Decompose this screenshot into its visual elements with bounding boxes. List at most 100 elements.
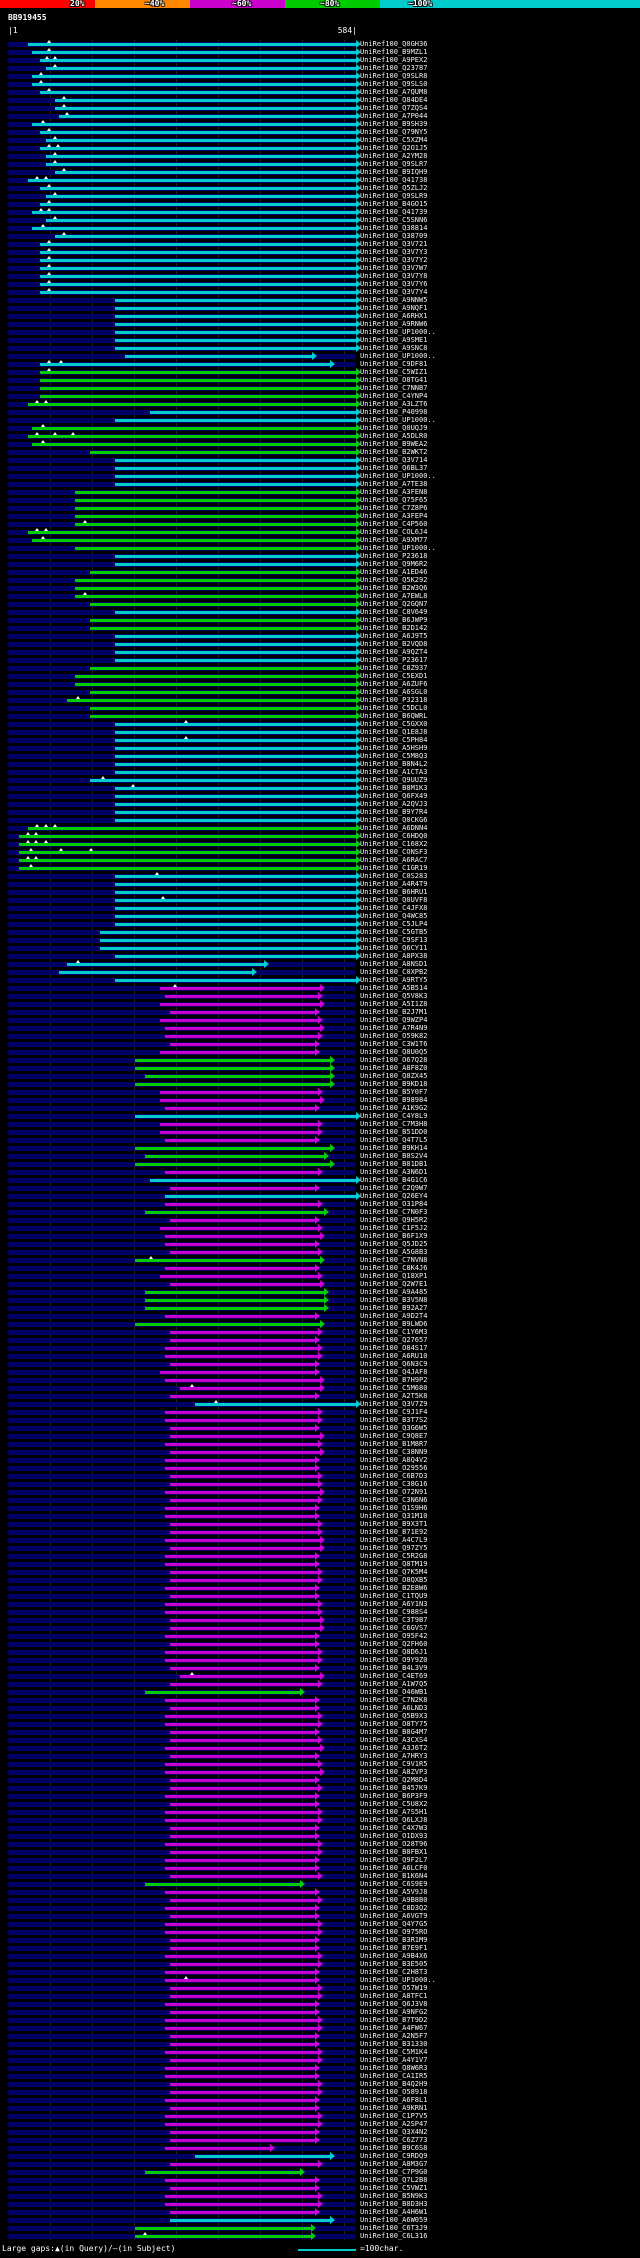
hit-bar[interactable]	[74, 579, 356, 582]
hit-bar[interactable]	[179, 1675, 321, 1678]
hit-bar[interactable]	[99, 931, 356, 934]
hit-row[interactable]: UniRef100_A3FEP4	[0, 512, 640, 520]
hit-row[interactable]: UniRef100_A9QZT4	[0, 648, 640, 656]
hit-row[interactable]: UniRef100_B7E9F1	[0, 1944, 640, 1952]
hit-row[interactable]: UniRef100_B6P3F9	[0, 1792, 640, 1800]
hit-bar[interactable]	[169, 1187, 315, 1190]
hit-row[interactable]: UniRef100_Q7K5M4	[0, 1568, 640, 1576]
hit-bar[interactable]	[164, 1139, 315, 1142]
hit-row[interactable]: UniRef100_P23618	[0, 552, 640, 560]
hit-label[interactable]: UniRef100_C1P7V5	[360, 2112, 428, 2120]
hit-row[interactable]: UniRef100_B8S2V4	[0, 1152, 640, 1160]
hit-label[interactable]: UniRef100_A6VGT9	[360, 1912, 428, 1920]
hit-bar[interactable]	[45, 155, 356, 158]
hit-bar[interactable]	[74, 675, 356, 678]
hit-row[interactable]: UniRef100_A3LZT6	[0, 400, 640, 408]
hit-label[interactable]: UniRef100_Q6FX49	[360, 792, 428, 800]
hit-label[interactable]: UniRef100_C6Z773	[360, 2136, 428, 2144]
hit-bar[interactable]	[114, 563, 356, 566]
hit-bar[interactable]	[164, 1923, 318, 1926]
hit-label[interactable]: UniRef100_Q4WC85	[360, 912, 428, 920]
hit-row[interactable]: UniRef100_B1M8R7	[0, 1440, 640, 1448]
hit-bar[interactable]	[169, 1395, 315, 1398]
hit-label[interactable]: UniRef100_C1TQU9	[360, 1592, 428, 1600]
hit-label[interactable]: UniRef100_B9WEA2	[360, 440, 428, 448]
hit-row[interactable]: UniRef100_A6W059	[0, 2216, 640, 2224]
hit-row[interactable]: UniRef100_C5EXD1	[0, 672, 640, 680]
hit-label[interactable]: UniRef100_C9RDQ9	[360, 2152, 428, 2160]
hit-row[interactable]: UniRef100_C4X7W3	[0, 1824, 640, 1832]
hit-label[interactable]: UniRef100_UP1000..	[360, 328, 436, 336]
hit-row[interactable]: UniRef100_O84S17	[0, 1344, 640, 1352]
hit-label[interactable]: UniRef100_Q38814	[360, 224, 428, 232]
hit-label[interactable]: UniRef100_B8D3H3	[360, 2200, 428, 2208]
hit-label[interactable]: UniRef100_C5U8X2	[360, 1800, 428, 1808]
hit-row[interactable]: UniRef100_Q8D6J1	[0, 1648, 640, 1656]
hit-row[interactable]: UniRef100_C3W1T6	[0, 1040, 640, 1048]
hit-bar[interactable]	[164, 1635, 315, 1638]
hit-bar[interactable]	[89, 627, 356, 630]
hit-row[interactable]: UniRef100_P40998	[0, 408, 640, 416]
hit-label[interactable]: UniRef100_A3CXS4	[360, 1736, 428, 1744]
hit-label[interactable]: UniRef100_C1F5J2	[360, 1224, 428, 1232]
hit-label[interactable]: UniRef100_O57W19	[360, 1984, 428, 1992]
hit-label[interactable]: UniRef100_Q4Y7G5	[360, 1920, 428, 1928]
hit-row[interactable]: UniRef100_A1K9G2	[0, 1104, 640, 1112]
hit-bar[interactable]	[164, 2027, 318, 2030]
hit-label[interactable]: UniRef100_B3T7S2	[360, 1416, 428, 1424]
hit-row[interactable]: UniRef100_A6J9T5	[0, 632, 640, 640]
hit-label[interactable]: UniRef100_B8N4L2	[360, 760, 428, 768]
hit-label[interactable]: UniRef100_C6S9E9	[360, 1880, 428, 1888]
hit-row[interactable]: UniRef100_A8F8Z0	[0, 1064, 640, 1072]
hit-label[interactable]: UniRef100_Q6LXJ8	[360, 1816, 428, 1824]
hit-row[interactable]: UniRef100_B6F1X9	[0, 1232, 640, 1240]
hit-row[interactable]: UniRef100_O8TY75	[0, 1720, 640, 1728]
hit-row[interactable]: UniRef100_B8N4L2	[0, 760, 640, 768]
hit-row[interactable]: UniRef100_B31330	[0, 2040, 640, 2048]
hit-label[interactable]: UniRef100_Q41739	[360, 208, 428, 216]
hit-row[interactable]: UniRef100_O59K82	[0, 1032, 640, 1040]
hit-label[interactable]: UniRef100_B8M1K3	[360, 784, 428, 792]
hit-row[interactable]: UniRef100_A6LND3	[0, 1704, 640, 1712]
hit-bar[interactable]	[164, 1411, 318, 1414]
hit-bar[interactable]	[169, 1331, 318, 1334]
hit-bar[interactable]	[169, 1571, 318, 1574]
hit-bar[interactable]	[164, 1315, 315, 1318]
hit-label[interactable]: UniRef100_A3FEP4	[360, 512, 428, 520]
hit-label[interactable]: UniRef100_Q0GH36	[360, 40, 428, 48]
hit-bar[interactable]	[164, 1811, 318, 1814]
hit-bar[interactable]	[19, 851, 356, 854]
hit-label[interactable]: UniRef100_O1DX93	[360, 1832, 428, 1840]
hit-label[interactable]: UniRef100_Q7K5M4	[360, 1568, 428, 1576]
hit-label[interactable]: UniRef100_B31330	[360, 2040, 428, 2048]
hit-row[interactable]: UniRef100_Q26EY4	[0, 1192, 640, 1200]
hit-label[interactable]: UniRef100_B9KD18	[360, 1080, 428, 1088]
hit-label[interactable]: UniRef100_C5DCL0	[360, 704, 428, 712]
hit-row[interactable]: UniRef100_Q8TM19	[0, 1560, 640, 1568]
hit-label[interactable]: UniRef100_Q5V8K3	[360, 992, 428, 1000]
hit-label[interactable]: UniRef100_Q0UVF8	[360, 896, 428, 904]
hit-label[interactable]: UniRef100_A5I1Z8	[360, 1000, 428, 1008]
hit-label[interactable]: UniRef100_Q26EY4	[360, 1192, 428, 1200]
hit-row[interactable]: UniRef100_C7NVN8	[0, 1256, 640, 1264]
hit-row[interactable]: UniRef100_B8FBX1	[0, 1848, 640, 1856]
hit-row[interactable]: UniRef100_O57W19	[0, 1984, 640, 1992]
hit-bar[interactable]	[169, 1619, 321, 1622]
hit-bar[interactable]	[39, 283, 356, 286]
hit-bar[interactable]	[74, 515, 356, 518]
hit-row[interactable]: UniRef100_B5Y0F7	[0, 1088, 640, 1096]
hit-label[interactable]: UniRef100_Q5K292	[360, 576, 428, 584]
hit-row[interactable]: UniRef100_A1ED46	[0, 568, 640, 576]
hit-label[interactable]: UniRef100_Q75F65	[360, 496, 428, 504]
hit-label[interactable]: UniRef100_A6SGL0	[360, 688, 428, 696]
hit-row[interactable]: UniRef100_C0S283	[0, 872, 640, 880]
hit-bar[interactable]	[159, 1275, 318, 1278]
hit-label[interactable]: UniRef100_CA1IR5	[360, 2072, 428, 2080]
hit-bar[interactable]	[74, 547, 356, 550]
hit-label[interactable]: UniRef100_O975RO	[360, 1928, 428, 1936]
hit-label[interactable]: UniRef100_C5GTB5	[360, 928, 428, 936]
hit-row[interactable]: UniRef100_C0XPB2	[0, 968, 640, 976]
hit-label[interactable]: UniRef100_A2T5K8	[360, 1392, 428, 1400]
hit-bar[interactable]	[114, 979, 356, 982]
hit-row[interactable]: UniRef100_UP1000..	[0, 544, 640, 552]
